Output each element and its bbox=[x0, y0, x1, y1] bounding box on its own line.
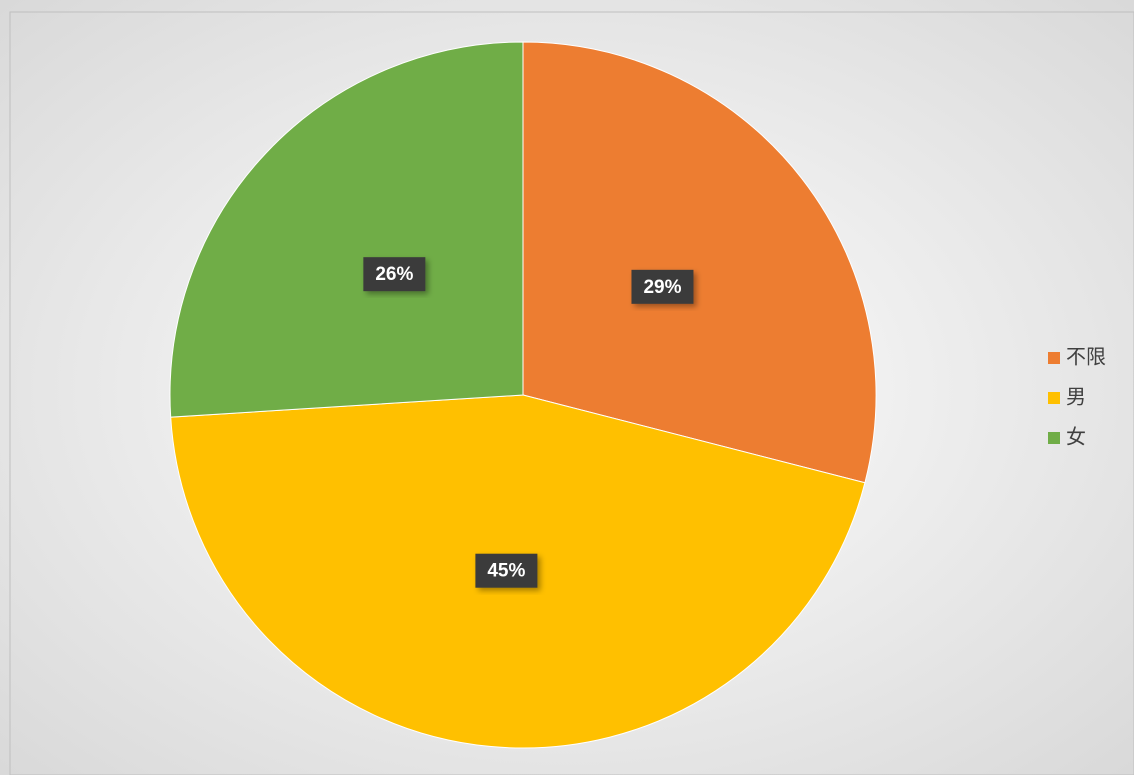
chart-border bbox=[9, 11, 1134, 775]
data-label: 26% bbox=[375, 264, 413, 285]
data-label: 29% bbox=[643, 277, 681, 298]
data-label-box bbox=[475, 553, 538, 588]
data-label: 45% bbox=[487, 561, 525, 582]
legend-swatch bbox=[1048, 432, 1060, 444]
legend-swatch bbox=[1048, 352, 1060, 364]
legend-label: 不限 bbox=[1066, 345, 1106, 368]
data-label-box bbox=[631, 269, 694, 304]
legend-swatch bbox=[1048, 392, 1060, 404]
pie-slice bbox=[169, 41, 524, 418]
legend-label: 女 bbox=[1066, 425, 1086, 448]
legend-label: 男 bbox=[1066, 386, 1086, 408]
data-label-box bbox=[363, 257, 426, 292]
pie-slice bbox=[522, 41, 877, 484]
